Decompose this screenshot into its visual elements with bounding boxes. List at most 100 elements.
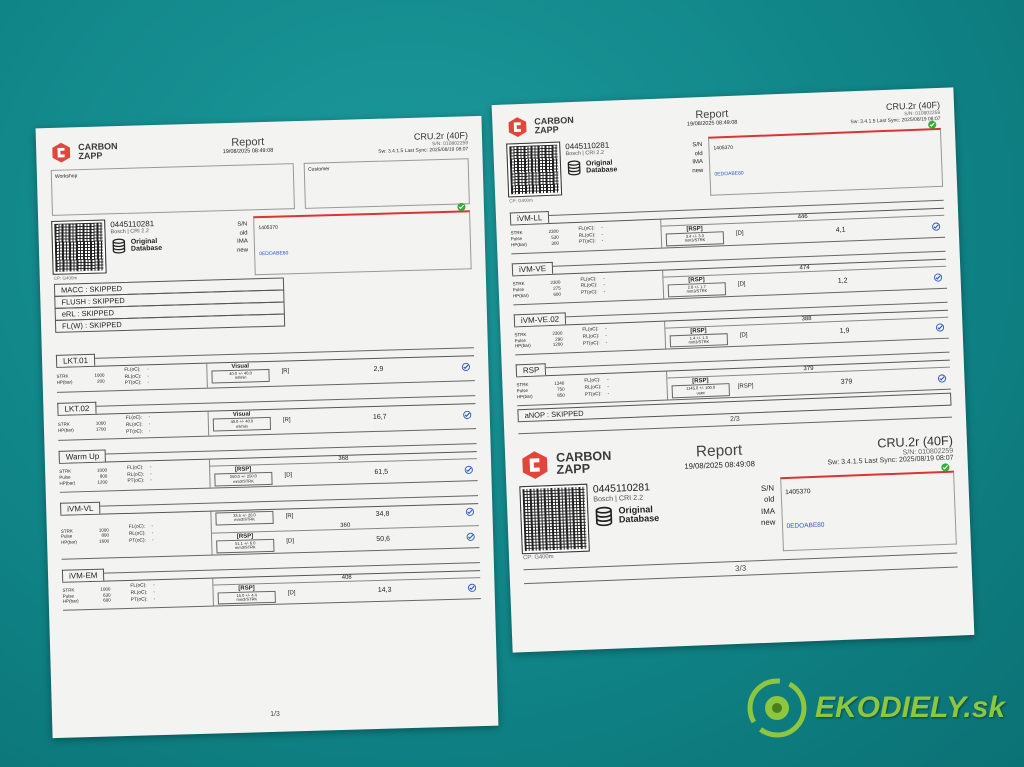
result-value: 1,2 [837,277,848,285]
result-value: 16,7 [372,413,387,422]
test-params: STRK Pulse HP(bar) 2300 290 1200 FL(oC): RL(oC)… [514,321,665,355]
database-icon-svg [567,160,581,176]
info-box: 1405370 0EDOABE80 [253,202,472,276]
spec-unit: mm3/STRK [236,596,258,602]
result-value: 4,1 [835,226,846,234]
check-icon [464,465,473,475]
spec-box: 33.5 +/- 20.0 mm3/STRK [215,510,274,526]
spec-box: 1.4 +/- 1.3 mm3/STRK [669,332,729,348]
result-code: [D] [284,471,293,479]
cond-values: --- [148,415,150,435]
logo-c [513,122,521,132]
spec-column: Visual 40.0 +/- 40.0 ml/min [211,363,270,384]
info-label: new [236,247,249,254]
test-results: Visual 40.0 +/- 40.0 ml/min [R] 2,9 [206,356,475,388]
result-row: [RSP] 51.1 +/- 6.0 mm3/STRK [D] 50,6 [212,526,479,554]
client-boxes: Workshop Customer [50,158,470,216]
logo-hex [508,117,527,137]
check-ring [465,507,474,516]
cond-value: - [607,391,610,397]
cond-values: --- [607,378,609,398]
report-date: 19/08/2025 08:49:08 [686,119,738,128]
cond-values: --- [151,524,153,544]
check-ring [935,323,945,333]
test-name: iVM-LL [509,210,550,225]
report-date: 19/08/2025 08:49:08 [222,147,274,156]
cond-label: PT(oC): [126,428,143,435]
test-params: STRK Pulse HP(bar) 1000 800 1600 FL(oC): RL(oC)… [60,512,211,559]
check-tick [466,467,472,473]
result-value: 379 [840,378,853,387]
spec-unit: mm3/STRK [233,477,254,484]
database-line: Database [586,166,618,175]
result-value: 61,5 [374,468,389,477]
param-value: 1200 [97,479,108,485]
watermark-text: EKODIELY.sk [815,691,1006,724]
param-label: HP(bar) [59,480,76,486]
result-value: 50,6 [376,535,391,543]
result-value: 1,9 [839,327,850,336]
info-check [928,120,937,133]
check-icon-svg [934,273,943,282]
spec-box: 250.0 +/- 250.0 mm3/STRK [214,472,273,487]
test-params: STRK Pulse HP(bar) 1000 800 1200 FL(oC): RL(oC)… [59,460,210,492]
brand-logo [506,116,529,139]
result-code: [R] [281,368,290,375]
spec-box: 15.0 +/- 4.4 mm3/STRK [217,590,276,605]
cond-value: - [603,289,606,295]
database-icon-svg [595,506,613,527]
result-code: [R] [285,513,294,520]
check-tick [937,325,943,331]
part-desc: Bosch | CRI 2.2 [593,493,644,504]
test-params: STRK Pulse HP(bar) 2300 275 600 FL(oC): RL(oC):… [512,270,663,304]
param-value: 300 [551,240,560,246]
cond-values: --- [605,327,607,347]
spec-column: [RSP] 250.0 +/- 250.0 mm3/STRK [214,466,273,487]
cond-labels: FL(oC): RL(oC): PT(oC): [127,466,144,487]
sync-info: Sw: 3.4.1.5 Last Sync: 2025/08/19 08:07 [378,146,469,155]
check-icon-svg [461,362,470,371]
report-header: CARBON ZAPP Report 19/08/2025 08:49:08 CRU.2… [519,434,954,481]
part-section: 0445110281 Bosch | CRI 2.2 Original Databas… [51,202,472,281]
logo-hex [522,451,548,480]
part-desc: Bosch | CRI 2.2 [565,149,605,158]
brand-line: ZAPP [534,124,559,136]
info-box: 1405370 0EDOABE80 [708,120,944,196]
cond-labels: FL(oC): RL(oC): PT(oC): [578,226,596,247]
test-params: STRK HP(bar) 1000 1700 FL(oC): RL(oC): PT(oC):… [58,412,209,440]
header-middle: Report 19/08/2025 08:49:08 [222,136,274,156]
qr-code [51,219,107,275]
info-check [457,202,466,215]
header-middle: Report 19/08/2025 08:49:08 [684,441,755,471]
check-tick [939,376,945,381]
report-header: CARBON ZAPP Report 19/08/2025 08:49:08 CRU.2… [506,100,941,139]
param-labels: STRK Pulse HP(bar) [516,382,541,400]
check-icon [461,362,470,371]
db-top [112,238,125,244]
part-left: 0445110281 Bosch | CRI 2.2 Original Databas… [51,218,204,281]
cond-label: PT(oC): [578,239,596,246]
test-name: iVM-EM [61,568,105,582]
test-body: STRK Pulse HP(bar) 2300 530 300 FL(oC): RL(oC):… [510,207,946,254]
report-page-2: CARBON ZAPP Report 19/08/2025 08:49:08 CRU.2… [491,87,975,653]
param-values: 1000 800 1600 [91,527,109,545]
report-header: CARBON ZAPP Report 19/08/2025 08:49:08 CRU.2… [50,130,468,164]
check-tick [467,509,473,514]
test-name: iVM-VL [60,501,101,515]
cond-label: PT(oC): [130,597,148,603]
test-body: STRK Pulse HP(bar) 2300 275 600 FL(oC): RL(oC):… [512,258,947,304]
check-icon [467,584,477,593]
database-line: Database [618,513,660,525]
part-desc: Bosch | CRI 2.2 [110,228,149,236]
test-params: STRK HP(bar) 1000 200 FL(oC): RL(oC): PT(oC): -… [56,364,207,392]
db-top [595,506,613,514]
param-values: 1000 1700 [88,421,106,433]
param-labels: STRK HP(bar) [58,421,82,433]
spec-box: 1145.0 +/- 100.0 usec [671,383,731,399]
database-text: Original Database [131,238,163,254]
info-labels: S/N old IMA new [202,216,255,276]
db-body [112,241,126,254]
spec-unit: ml/min [235,423,248,429]
test-body: STRK Pulse HP(bar) 1000 800 1200 FL(oC): RL(oC)… [58,451,478,492]
